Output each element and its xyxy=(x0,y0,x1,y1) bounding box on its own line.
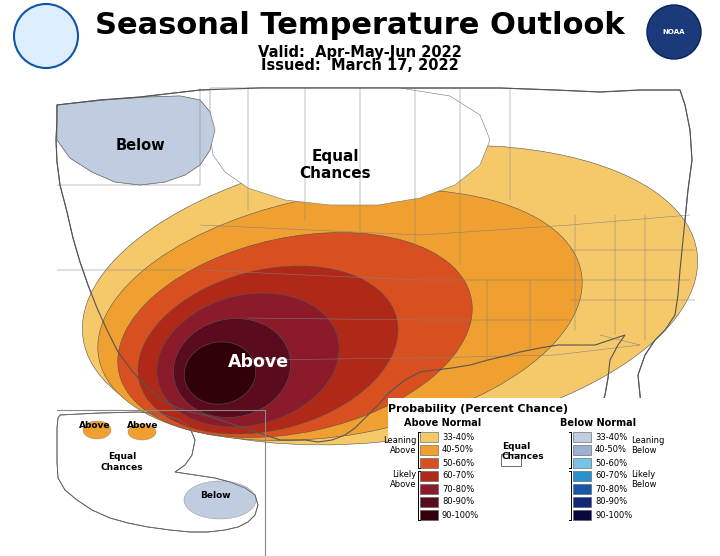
Bar xyxy=(388,398,720,553)
Bar xyxy=(573,445,591,455)
Text: Above Normal: Above Normal xyxy=(405,418,482,428)
Bar xyxy=(573,432,591,442)
Bar xyxy=(573,510,591,520)
Text: Likely
Below: Likely Below xyxy=(631,470,657,489)
Bar xyxy=(420,497,438,507)
Text: Seasonal Temperature Outlook: Seasonal Temperature Outlook xyxy=(95,12,625,41)
Bar xyxy=(573,458,591,468)
Bar xyxy=(573,471,591,481)
Bar xyxy=(420,484,438,494)
Text: 40-50%: 40-50% xyxy=(595,445,627,454)
Text: 80-90%: 80-90% xyxy=(442,498,474,507)
Text: 90-100%: 90-100% xyxy=(595,510,632,519)
Ellipse shape xyxy=(174,319,291,418)
Circle shape xyxy=(14,4,78,68)
Text: Valid:  Apr-May-Jun 2022: Valid: Apr-May-Jun 2022 xyxy=(258,44,462,59)
Ellipse shape xyxy=(184,481,256,519)
Polygon shape xyxy=(57,412,258,532)
Ellipse shape xyxy=(118,232,472,438)
Ellipse shape xyxy=(138,266,398,434)
Text: Equal
Chances: Equal Chances xyxy=(101,452,143,471)
Text: 33-40%: 33-40% xyxy=(595,433,627,441)
Ellipse shape xyxy=(157,293,339,427)
Bar xyxy=(420,510,438,520)
Text: Equal
Chances: Equal Chances xyxy=(300,149,371,181)
Text: Below: Below xyxy=(115,137,165,152)
Text: Leaning
Below: Leaning Below xyxy=(631,436,665,455)
Bar xyxy=(573,497,591,507)
Text: 60-70%: 60-70% xyxy=(442,471,474,480)
Ellipse shape xyxy=(98,190,582,440)
Text: Likely
Above: Likely Above xyxy=(390,470,416,489)
Text: Issued:  March 17, 2022: Issued: March 17, 2022 xyxy=(261,57,459,72)
Ellipse shape xyxy=(128,424,156,440)
Text: Above: Above xyxy=(79,421,111,430)
Text: NOAA: NOAA xyxy=(662,29,685,35)
Text: 60-70%: 60-70% xyxy=(595,471,627,480)
Bar xyxy=(420,458,438,468)
Text: Equal
Chances: Equal Chances xyxy=(502,442,544,461)
Text: 70-80%: 70-80% xyxy=(595,484,627,494)
Bar xyxy=(573,484,591,494)
Text: Above: Above xyxy=(127,421,158,430)
Circle shape xyxy=(647,5,701,59)
Text: 70-80%: 70-80% xyxy=(442,484,474,494)
Text: Below Normal: Below Normal xyxy=(560,418,636,428)
Text: Probability (Percent Chance): Probability (Percent Chance) xyxy=(388,404,568,414)
Polygon shape xyxy=(57,96,215,185)
Text: 33-40%: 33-40% xyxy=(442,433,474,441)
Polygon shape xyxy=(56,88,692,458)
Text: 50-60%: 50-60% xyxy=(595,459,627,468)
Polygon shape xyxy=(210,88,490,205)
Polygon shape xyxy=(57,96,215,185)
Text: Above: Above xyxy=(228,353,289,371)
Text: 50-60%: 50-60% xyxy=(442,459,474,468)
Text: Leaning
Above: Leaning Above xyxy=(382,436,416,455)
Bar xyxy=(501,454,521,466)
Text: 80-90%: 80-90% xyxy=(595,498,627,507)
Ellipse shape xyxy=(83,421,111,439)
Bar xyxy=(420,471,438,481)
Text: 40-50%: 40-50% xyxy=(442,445,474,454)
Text: Below: Below xyxy=(199,492,230,500)
Ellipse shape xyxy=(184,342,256,404)
Bar xyxy=(420,432,438,442)
Bar xyxy=(420,445,438,455)
Ellipse shape xyxy=(82,145,698,445)
Text: 90-100%: 90-100% xyxy=(442,510,480,519)
